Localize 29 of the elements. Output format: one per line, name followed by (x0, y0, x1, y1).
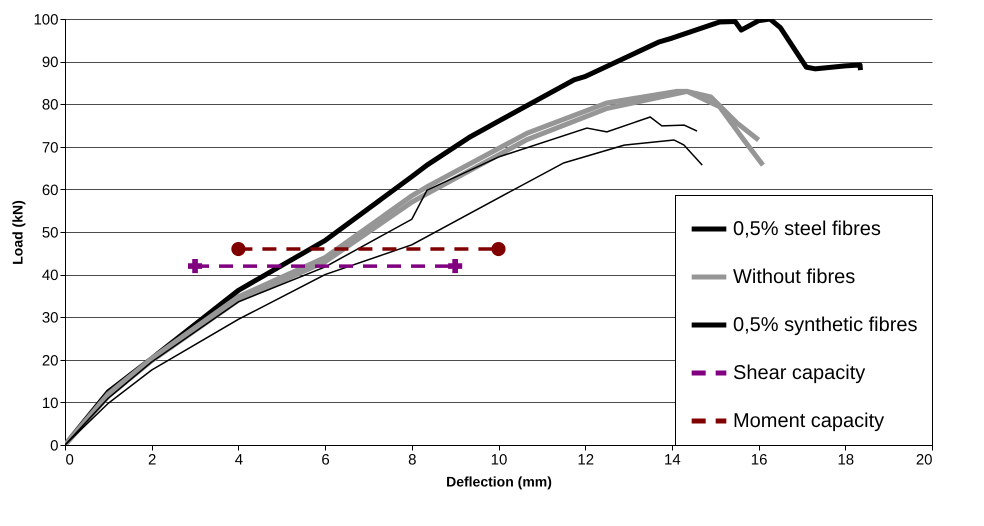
x-tick-label: 10 (490, 452, 508, 468)
x-tick-label: 2 (148, 452, 156, 468)
x-axis-title: Deflection (mm) (446, 474, 552, 490)
y-tick-label: 0 (50, 438, 58, 454)
legend-label: Moment capacity (733, 410, 884, 432)
x-tick-label: 16 (750, 452, 768, 468)
legend-label: Shear capacity (733, 362, 866, 384)
legend-label: 0,5% steel fibres (733, 218, 881, 240)
legend-label: Without fibres (733, 266, 856, 288)
x-tick-label: 6 (321, 452, 330, 468)
legend-label: 0,5% synthetic fibres (733, 314, 918, 336)
x-tick-label: 4 (234, 452, 244, 468)
y-tick-label: 50 (42, 224, 58, 242)
y-tick-label: 30 (42, 310, 58, 327)
x-tick-label: 14 (664, 452, 681, 468)
x-tick-label: 12 (577, 452, 594, 468)
y-tick-label: 10 (42, 394, 58, 412)
y-tick-label: 70 (42, 139, 58, 156)
y-tick-label: 80 (42, 96, 58, 114)
y-tick-label: 20 (42, 352, 58, 370)
y-axis-title: Load (kN) (9, 200, 26, 265)
x-tick-label: 20 (916, 452, 932, 468)
x-tick-label: 18 (837, 452, 854, 468)
x-tick-label: 0 (66, 452, 74, 468)
y-tick-label: 60 (42, 182, 58, 199)
x-tick-label: 8 (408, 452, 416, 468)
y-tick-label: 90 (42, 54, 58, 72)
y-tick-label: 100 (33, 12, 58, 28)
y-tick-label: 40 (42, 267, 58, 284)
